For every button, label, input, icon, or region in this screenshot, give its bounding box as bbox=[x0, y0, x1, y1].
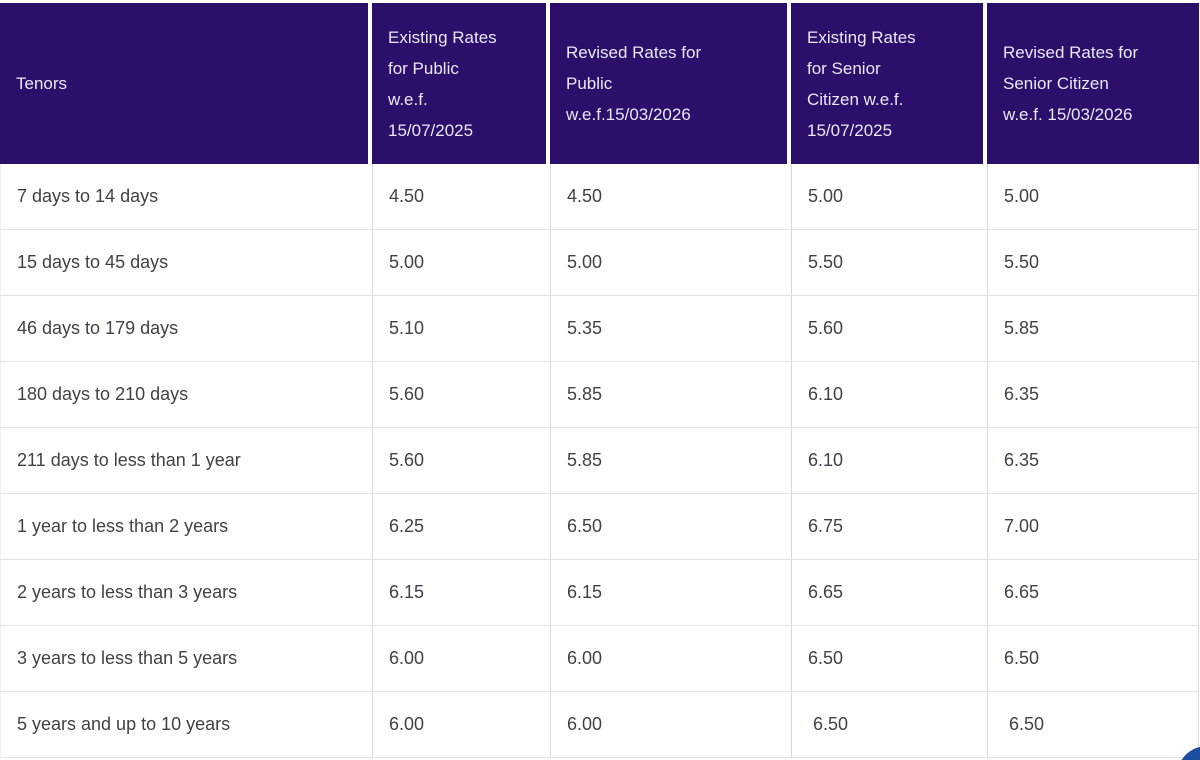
rate-cell: 4.50 bbox=[550, 164, 787, 229]
table-row: 2 years to less than 3 years 6.15 6.15 6.65… bbox=[0, 560, 1199, 626]
tenor-cell: 1 year to less than 2 years bbox=[0, 494, 368, 559]
table-row: 3 years to less than 5 years 6.00 6.00 6.50… bbox=[0, 626, 1199, 692]
rate-cell: 6.10 bbox=[791, 362, 983, 427]
rate-cell: 6.65 bbox=[987, 560, 1199, 625]
table-row: 15 days to 45 days 5.00 5.00 5.50 5.50 bbox=[0, 230, 1199, 296]
tenor-cell: 15 days to 45 days bbox=[0, 230, 368, 295]
rate-cell: 5.50 bbox=[791, 230, 983, 295]
rate-cell: 6.00 bbox=[550, 692, 787, 757]
rate-cell: 6.50 bbox=[791, 692, 983, 757]
rate-cell: 6.25 bbox=[372, 494, 546, 559]
rate-cell: 6.50 bbox=[987, 626, 1199, 691]
column-header-label: Revised Rates for Senior Citizen w.e.f. … bbox=[1003, 43, 1139, 124]
tenor-cell: 211 days to less than 1 year bbox=[0, 428, 368, 493]
column-header-label: Revised Rates for Public w.e.f.15/03/202… bbox=[566, 43, 702, 124]
rate-cell: 6.00 bbox=[372, 626, 546, 691]
table-row: 46 days to 179 days 5.10 5.35 5.60 5.85 bbox=[0, 296, 1199, 362]
rate-cell: 6.15 bbox=[550, 560, 787, 625]
tenor-cell: 5 years and up to 10 years bbox=[0, 692, 368, 757]
rate-cell: 5.60 bbox=[372, 428, 546, 493]
tenor-cell: 2 years to less than 3 years bbox=[0, 560, 368, 625]
rate-cell: 4.50 bbox=[372, 164, 546, 229]
rate-cell: 6.10 bbox=[791, 428, 983, 493]
column-header-label: Existing Rates for Senior Citizen w.e.f.… bbox=[807, 27, 916, 140]
column-header-label: Existing Rates for Public w.e.f. 15/07/2… bbox=[388, 27, 497, 140]
tenor-cell: 7 days to 14 days bbox=[0, 164, 368, 229]
rate-cell: 6.65 bbox=[791, 560, 983, 625]
table-row: 211 days to less than 1 year 5.60 5.85 6.10… bbox=[0, 428, 1199, 494]
column-header-label: Tenors bbox=[16, 74, 68, 93]
column-header-revised-senior: Revised Rates for Senior Citizen w.e.f. … bbox=[987, 3, 1199, 164]
rate-cell: 6.00 bbox=[550, 626, 787, 691]
rate-cell: 6.00 bbox=[372, 692, 546, 757]
rate-cell: 5.60 bbox=[791, 296, 983, 361]
tenor-cell: 46 days to 179 days bbox=[0, 296, 368, 361]
table-header-row: Tenors Existing Rates for Public w.e.f. … bbox=[0, 3, 1199, 164]
rate-cell: 5.60 bbox=[372, 362, 546, 427]
rate-cell: 7.00 bbox=[987, 494, 1199, 559]
rate-cell: 6.50 bbox=[550, 494, 787, 559]
column-header-tenors: Tenors bbox=[0, 3, 368, 164]
fd-rates-table: Tenors Existing Rates for Public w.e.f. … bbox=[0, 3, 1199, 758]
rate-cell: 6.35 bbox=[987, 362, 1199, 427]
column-header-revised-public: Revised Rates for Public w.e.f.15/03/202… bbox=[550, 3, 787, 164]
table-body: 7 days to 14 days 4.50 4.50 5.00 5.00 15 days… bbox=[0, 164, 1199, 758]
rate-cell: 6.35 bbox=[987, 428, 1199, 493]
rate-cell: 6.75 bbox=[791, 494, 983, 559]
rate-cell: 5.50 bbox=[987, 230, 1199, 295]
table-row: 5 years and up to 10 years 6.00 6.00 6.50 … bbox=[0, 692, 1199, 758]
column-header-existing-senior: Existing Rates for Senior Citizen w.e.f.… bbox=[791, 3, 983, 164]
rate-cell: 5.35 bbox=[550, 296, 787, 361]
rate-cell: 5.85 bbox=[550, 428, 787, 493]
tenor-cell: 3 years to less than 5 years bbox=[0, 626, 368, 691]
rate-cell: 5.00 bbox=[550, 230, 787, 295]
rate-cell: 5.00 bbox=[791, 164, 983, 229]
tenor-cell: 180 days to 210 days bbox=[0, 362, 368, 427]
rate-cell: 5.85 bbox=[550, 362, 787, 427]
rate-cell: 6.50 bbox=[987, 692, 1199, 757]
rate-cell: 5.00 bbox=[987, 164, 1199, 229]
table-row: 1 year to less than 2 years 6.25 6.50 6.75 7… bbox=[0, 494, 1199, 560]
rate-cell: 5.10 bbox=[372, 296, 546, 361]
table-row: 7 days to 14 days 4.50 4.50 5.00 5.00 bbox=[0, 164, 1199, 230]
column-header-existing-public: Existing Rates for Public w.e.f. 15/07/2… bbox=[372, 3, 546, 164]
table-row: 180 days to 210 days 5.60 5.85 6.10 6.35 bbox=[0, 362, 1199, 428]
rate-cell: 6.15 bbox=[372, 560, 546, 625]
rate-cell: 5.00 bbox=[372, 230, 546, 295]
rate-cell: 5.85 bbox=[987, 296, 1199, 361]
rate-cell: 6.50 bbox=[791, 626, 983, 691]
